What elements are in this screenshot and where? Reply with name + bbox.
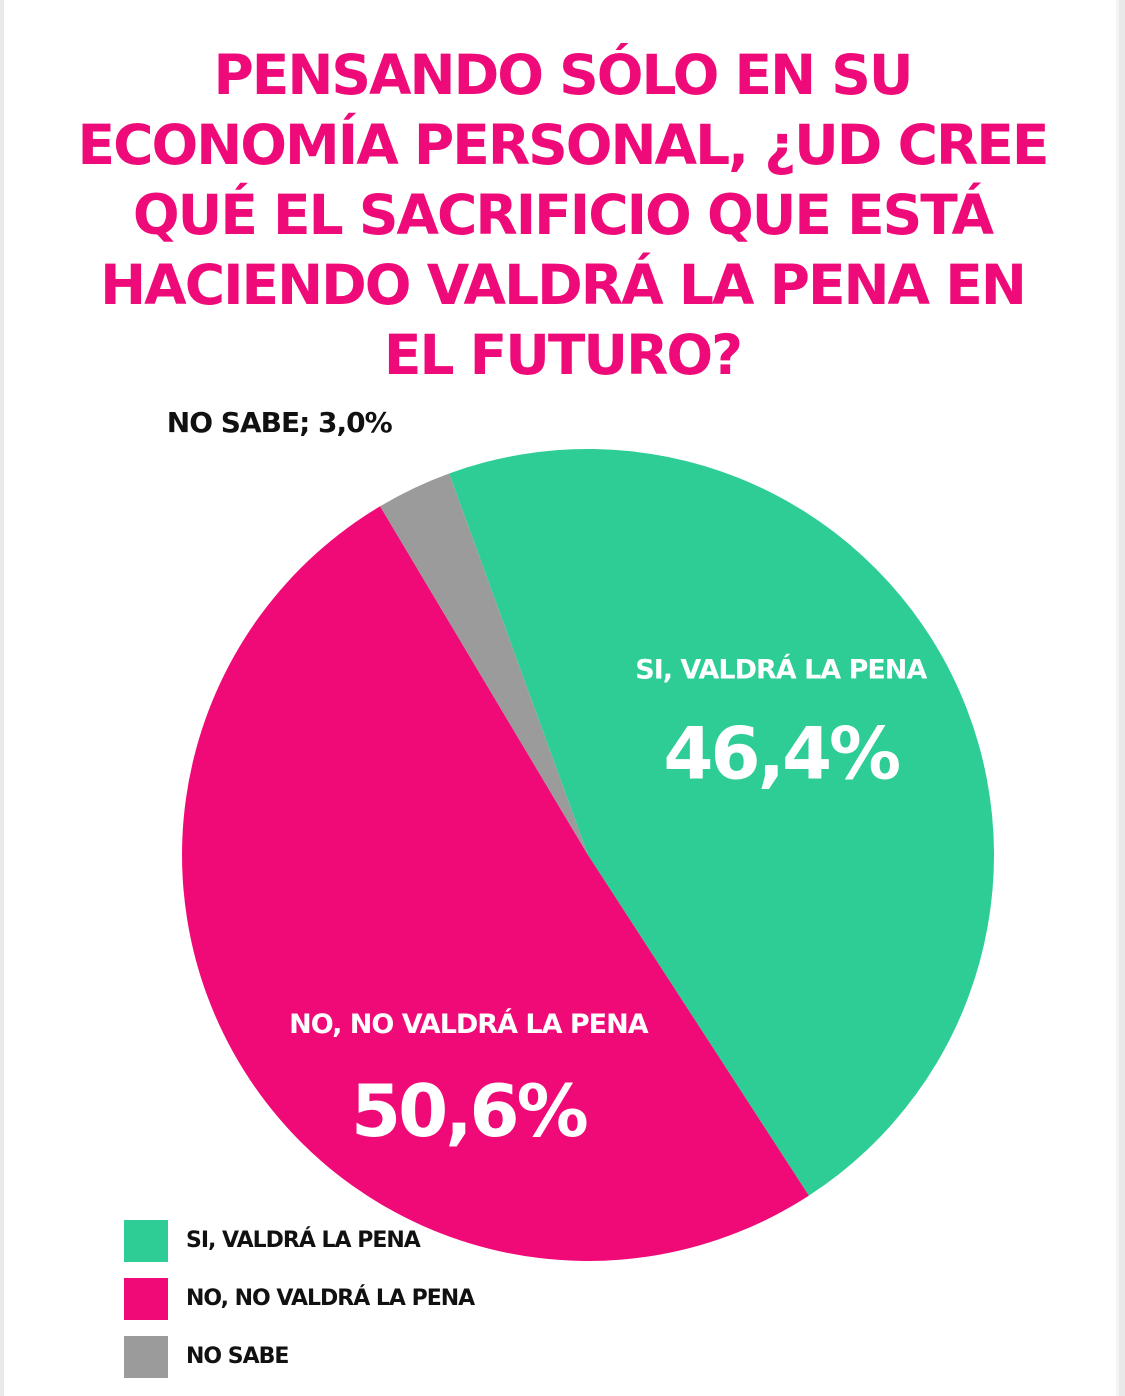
pie-label-si: SI, VALDRÁ LA PENA (635, 654, 927, 686)
legend-label-si: SI, VALDRÁ LA PENA (186, 1228, 421, 1253)
pie-slice-no-sabe (380, 473, 588, 855)
legend-label-no: NO, NO VALDRÁ LA PENA (186, 1286, 475, 1311)
legend-swatch-si (124, 1220, 168, 1262)
pie-slice-si (449, 448, 995, 1196)
pie-value-si: 46,4% (663, 712, 899, 796)
legend-swatch-no (124, 1278, 168, 1320)
chart-title: PENSANDO SÓLO EN SU ECONOMÍA PERSONAL, ¿… (77, 43, 1050, 387)
pie-value-no: 50,6% (351, 1069, 587, 1153)
pie-label-no: NO, NO VALDRÁ LA PENA (289, 1008, 649, 1040)
page-edge (1116, 0, 1119, 1396)
pie-label-no-sabe: NO SABE; 3,0% (167, 406, 393, 439)
pie-slice-no (182, 506, 809, 1261)
legend-swatch-no-sabe (124, 1336, 168, 1378)
legend-label-no-sabe: NO SABE (186, 1344, 289, 1369)
